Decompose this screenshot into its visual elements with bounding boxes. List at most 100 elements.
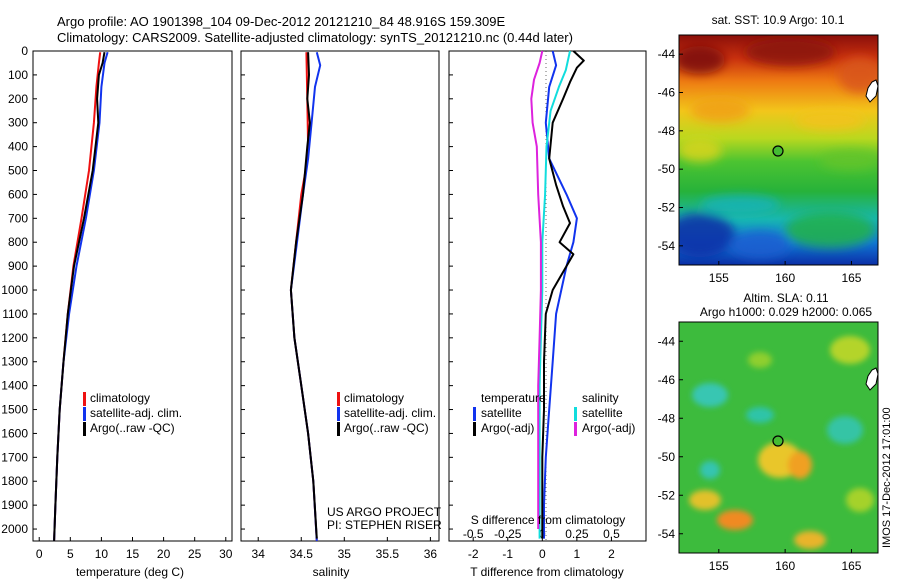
x-tick-label: 0 <box>36 547 43 561</box>
difference-xlabel-top: S difference from climatology <box>471 513 626 527</box>
depth-tick-label: 400 <box>8 140 28 154</box>
legend-label-t-satellite: satellite <box>481 406 522 420</box>
depth-tick-label: 700 <box>8 211 28 225</box>
map-y-tick-label: -48 <box>658 411 676 425</box>
x-tick-label-top: -0.25 <box>494 527 522 541</box>
x-tick-label: 5 <box>67 547 74 561</box>
map-x-tick-label: 165 <box>841 559 861 573</box>
depth-tick-label: 1500 <box>1 403 28 417</box>
credit-project: US ARGO PROJECT <box>327 505 442 519</box>
map-y-tick-label: -46 <box>658 373 676 387</box>
map-x-tick-label: 160 <box>775 559 795 573</box>
sla-map <box>679 322 878 553</box>
map-x-tick-label: 165 <box>841 271 861 285</box>
legend-label-s-satellite: satellite <box>582 406 623 420</box>
difference-xlabel: T difference from climatology <box>470 565 624 579</box>
credit-pi: PI: STEPHEN RISER <box>327 518 442 532</box>
temperature-lines <box>53 51 109 542</box>
legend-swatch-t-satellite <box>473 407 476 421</box>
depth-tick-label: 1000 <box>1 283 28 297</box>
x-tick-label: 15 <box>126 547 140 561</box>
x-tick-label: 2 <box>608 547 615 561</box>
map-y-tick-label: -44 <box>658 334 676 348</box>
legend-label-satellite: satellite-adj. clim. <box>90 406 182 420</box>
x-tick-label: 10 <box>95 547 109 561</box>
x-tick-label: 36 <box>424 547 438 561</box>
map-y-tick-label: -46 <box>658 86 676 100</box>
legend-swatch-climatology <box>337 392 340 406</box>
depth-tick-label: 900 <box>8 259 28 273</box>
legend-label-s-argo: Argo(-adj) <box>582 421 635 435</box>
x-tick-label: 20 <box>157 547 171 561</box>
depth-tick-label: 1600 <box>1 426 28 440</box>
depth-tick-label: 2000 <box>1 522 28 536</box>
depth-tick-label: 1900 <box>1 498 28 512</box>
series-line <box>53 52 106 542</box>
series-line <box>543 50 578 539</box>
depth-tick-label: 1800 <box>1 474 28 488</box>
temperature-xlabel: temperature (deg C) <box>76 565 184 579</box>
x-tick-label: 35 <box>338 547 352 561</box>
depth-tick-label: 1700 <box>1 450 28 464</box>
map-y-tick-label: -54 <box>658 527 676 541</box>
depth-tick-label: 0 <box>21 44 28 58</box>
difference-lines <box>530 50 585 539</box>
legend-label-argo: Argo(..raw -QC) <box>344 421 429 435</box>
depth-tick-label: 1400 <box>1 379 28 393</box>
legend-swatch-s-satellite <box>574 407 577 421</box>
x-tick-label-top: -0.5 <box>463 527 484 541</box>
legend-label-t-argo: Argo(-adj) <box>481 421 534 435</box>
temperature-panel <box>32 50 233 542</box>
map-y-tick-label: -50 <box>658 162 676 176</box>
series-line <box>541 50 585 539</box>
legend-swatch-argo <box>337 422 340 436</box>
series-line <box>538 50 571 539</box>
depth-axis: 0 100 200 300 400 500 600 700 800 900 1000 1100 1200… <box>1 44 453 536</box>
temperature-legend: climatology satellite-adj. clim. Argo(..… <box>83 391 182 436</box>
salinity-lines <box>289 51 322 542</box>
sst-map-title: sat. SST: 10.9 Argo: 10.1 <box>712 13 845 27</box>
legend-heading-salinity: salinity <box>582 391 619 405</box>
salinity-x-axis: 34 34.5 35 35.5 36 <box>252 537 438 561</box>
sst-map <box>679 35 878 265</box>
x-tick-label: 0 <box>539 547 546 561</box>
series-line <box>530 50 544 529</box>
map-x-tick-label: 155 <box>709 559 729 573</box>
x-tick-label-top: 0.25 <box>565 527 589 541</box>
depth-tick-label: 200 <box>8 92 28 106</box>
map-y-tick-label: -54 <box>658 239 676 253</box>
map-x-tick-label: 160 <box>775 271 795 285</box>
map-y-tick-label: -52 <box>658 488 676 502</box>
series-line <box>289 52 318 539</box>
x-tick-label: 34.5 <box>290 547 314 561</box>
depth-tick-label: 500 <box>8 164 28 178</box>
sla-map-axes: 155 160 165 -44 -46 -48 -50 -52 -54 <box>658 334 862 573</box>
map-y-tick-label: -50 <box>658 450 676 464</box>
salinity-panel <box>240 50 440 542</box>
legend-swatch-satellite <box>83 407 86 421</box>
sla-map-subtitle: Argo h1000: 0.029 h2000: 0.065 <box>700 305 872 319</box>
x-tick-label: 30 <box>219 547 233 561</box>
legend-label-argo: Argo(..raw -QC) <box>90 421 175 435</box>
map-y-tick-label: -48 <box>658 124 676 138</box>
x-tick-label: 1 <box>574 547 581 561</box>
map-y-tick-label: -44 <box>658 47 676 61</box>
x-tick-label: 34 <box>252 547 266 561</box>
difference-panel <box>448 50 647 542</box>
legend-swatch-t-argo <box>473 422 476 436</box>
x-tick-label: -1 <box>502 547 513 561</box>
sla-map-title: Altim. SLA: 0.11 <box>743 291 828 305</box>
depth-tick-label: 1300 <box>1 355 28 369</box>
argo-location-marker <box>772 435 784 447</box>
legend-label-satellite: satellite-adj. clim. <box>344 406 436 420</box>
depth-tick-label: 1100 <box>2 307 28 321</box>
difference-legend-temperature: temperature satellite Argo(-adj) <box>473 391 546 436</box>
imos-stamp: IMOS 17-Dec-2012 17:01:00 <box>881 407 893 548</box>
map-y-tick-label: -52 <box>658 201 676 215</box>
depth-tick-label: 1200 <box>1 331 28 345</box>
coastline <box>865 367 878 391</box>
header-line-2: Climatology: CARS2009. Satellite-adjuste… <box>57 30 573 45</box>
temperature-x-axis: 0 5 10 15 20 25 30 <box>36 537 233 561</box>
coastline <box>865 79 878 103</box>
x-tick-label: 25 <box>188 547 202 561</box>
